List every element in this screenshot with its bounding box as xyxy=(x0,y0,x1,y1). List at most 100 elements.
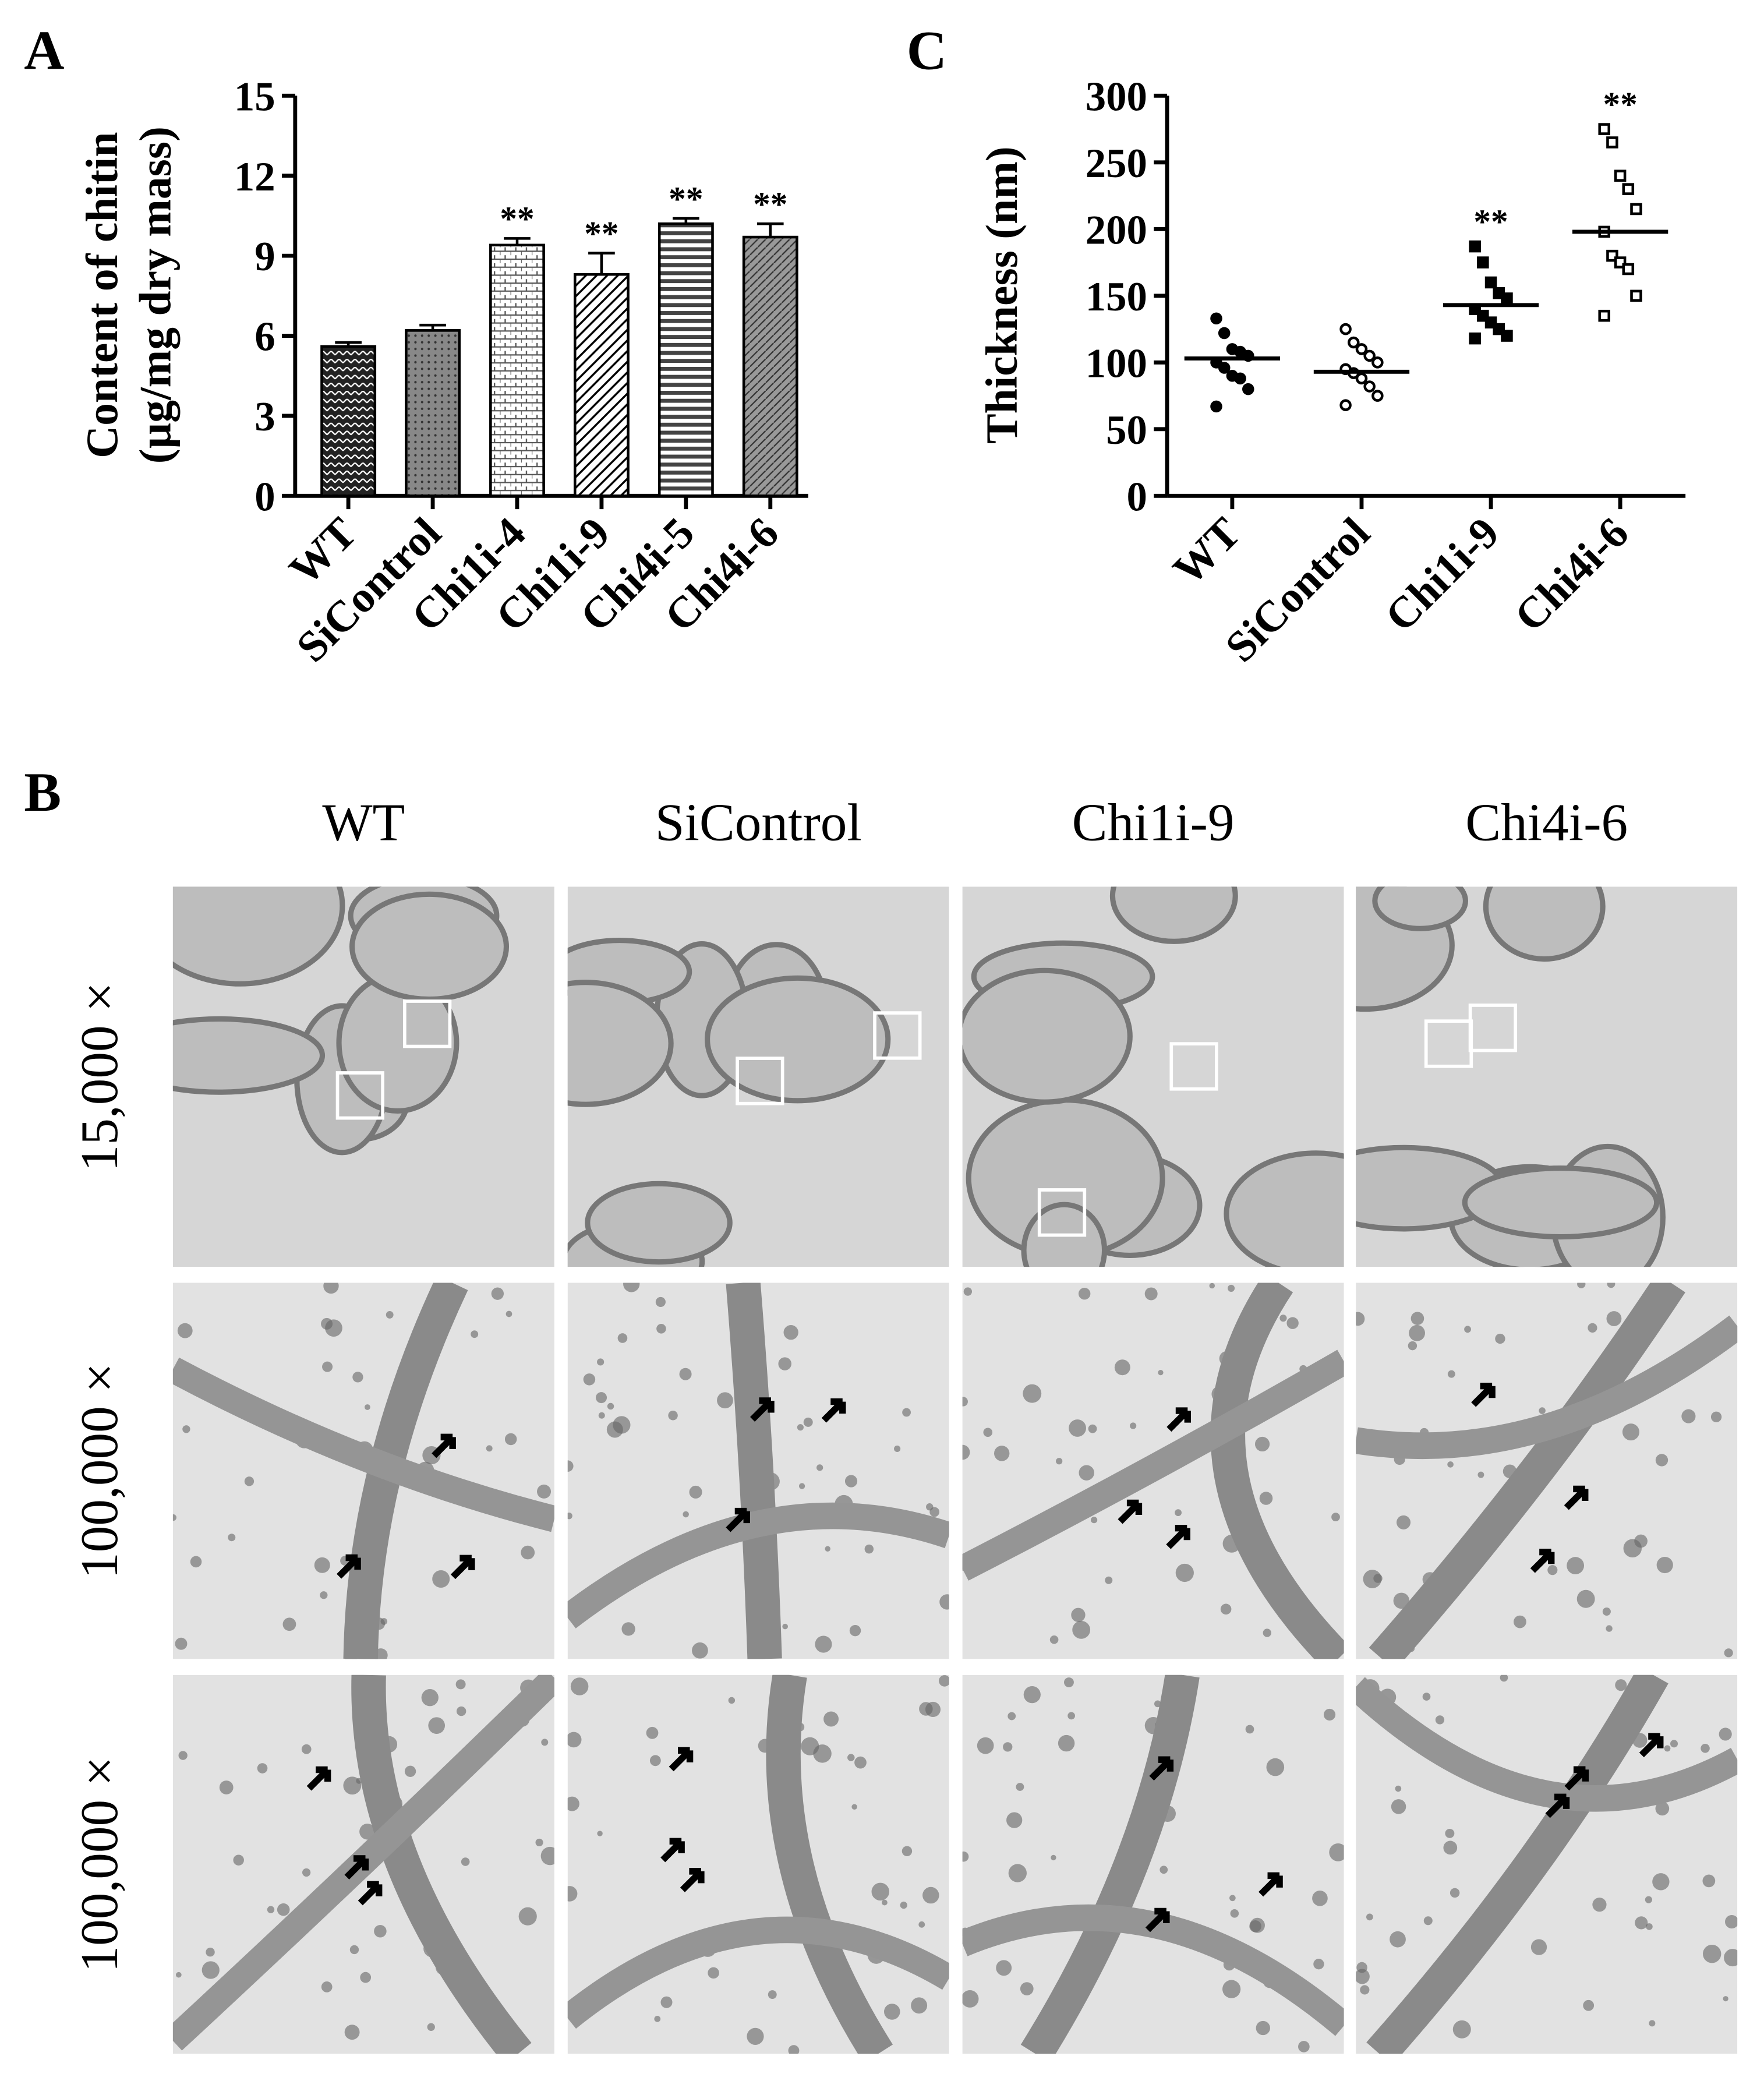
cell xyxy=(962,967,1133,1105)
granule xyxy=(994,1446,1010,1461)
granule xyxy=(689,1485,702,1499)
granule xyxy=(1592,1898,1607,1912)
granule xyxy=(607,1402,614,1410)
micrograph xyxy=(172,886,554,1267)
granule xyxy=(323,1283,339,1294)
granule xyxy=(1006,1812,1023,1828)
granule xyxy=(535,1838,543,1846)
granule xyxy=(1175,1563,1194,1582)
bar xyxy=(489,243,545,497)
granule xyxy=(1091,1517,1098,1524)
data-point xyxy=(1363,349,1376,362)
granule xyxy=(1245,1725,1254,1734)
granule xyxy=(175,1972,182,1978)
granule xyxy=(1719,1727,1732,1741)
cell-wall xyxy=(172,1357,554,1532)
granule xyxy=(646,1726,659,1739)
arrow xyxy=(358,1881,383,1906)
granule xyxy=(1452,2020,1471,2039)
granule xyxy=(1602,1607,1611,1616)
cell xyxy=(1021,1202,1108,1267)
granule xyxy=(655,1296,666,1307)
granule xyxy=(1249,1920,1261,1933)
cell-wall xyxy=(1356,1677,1738,1812)
granule xyxy=(491,1287,504,1300)
granule xyxy=(962,1851,969,1862)
micrograph-content xyxy=(1356,886,1738,1267)
granule xyxy=(1422,1693,1431,1701)
micrograph xyxy=(962,1283,1344,1659)
bar xyxy=(657,222,714,497)
data-point xyxy=(1614,169,1627,182)
cell xyxy=(349,891,510,1002)
granule xyxy=(1530,1939,1547,1955)
cell xyxy=(1483,886,1606,962)
data-point xyxy=(1477,256,1489,269)
arrow xyxy=(1530,1548,1555,1573)
data-point xyxy=(1598,309,1611,322)
arrow xyxy=(1564,1485,1589,1510)
granule xyxy=(1447,1370,1455,1378)
data-point xyxy=(1355,372,1368,385)
arrow xyxy=(680,1868,705,1892)
arrow xyxy=(1166,1524,1191,1549)
y-axis-label: Content of chitin xyxy=(77,132,127,458)
granule xyxy=(656,1324,666,1334)
granule xyxy=(1067,1712,1075,1720)
inset-box xyxy=(335,1071,384,1120)
granule xyxy=(902,1408,911,1417)
data-point xyxy=(1371,390,1384,402)
data-point xyxy=(1371,356,1384,369)
granule xyxy=(1670,1740,1678,1748)
granule xyxy=(847,1754,855,1761)
cell xyxy=(172,1016,326,1095)
arrow xyxy=(1259,1872,1283,1897)
granule xyxy=(1607,1283,1615,1288)
granule xyxy=(1396,1515,1411,1529)
bar xyxy=(405,329,461,497)
micrograph-content xyxy=(172,1283,554,1659)
granule xyxy=(202,1961,220,1979)
x-tick-label: Chi1i-9 xyxy=(1376,508,1508,641)
granule xyxy=(380,1618,388,1625)
granule xyxy=(1567,1557,1585,1574)
granule xyxy=(596,1392,607,1404)
granule xyxy=(788,2045,800,2054)
panel-label: C xyxy=(907,20,947,82)
granule xyxy=(926,1503,934,1511)
granule xyxy=(314,1557,330,1573)
granule xyxy=(455,1679,466,1690)
granule xyxy=(692,1642,708,1659)
granule xyxy=(1411,1312,1424,1325)
granule xyxy=(1323,1708,1336,1721)
row-label: 100,000 × xyxy=(70,1363,129,1579)
granule xyxy=(1445,1828,1455,1838)
granule xyxy=(922,1886,939,1904)
granule xyxy=(962,1444,970,1460)
micrograph-content xyxy=(172,886,554,1267)
granule xyxy=(668,1411,678,1421)
granule xyxy=(621,1622,635,1636)
granule xyxy=(1645,1896,1652,1903)
granule xyxy=(649,1755,661,1767)
data-point xyxy=(1630,289,1642,302)
micrograph xyxy=(1356,1674,1738,2054)
arrow xyxy=(1145,1907,1170,1933)
granule xyxy=(1078,1287,1091,1300)
micrograph-content xyxy=(567,886,949,1267)
column-header: Chi4i-6 xyxy=(1465,793,1628,852)
granule xyxy=(374,1924,387,1938)
granule xyxy=(1373,1574,1383,1583)
granule xyxy=(598,1412,605,1419)
granule xyxy=(782,1623,788,1630)
granule xyxy=(504,1433,517,1446)
granule xyxy=(1230,1909,1239,1918)
column-header: SiControl xyxy=(655,793,862,852)
granule xyxy=(708,1967,719,1979)
data-point xyxy=(1501,292,1513,305)
granule xyxy=(456,1706,466,1716)
arrow xyxy=(1545,1793,1570,1818)
granule xyxy=(1279,1315,1287,1322)
arrow xyxy=(726,1507,750,1532)
granule xyxy=(1495,1333,1505,1344)
